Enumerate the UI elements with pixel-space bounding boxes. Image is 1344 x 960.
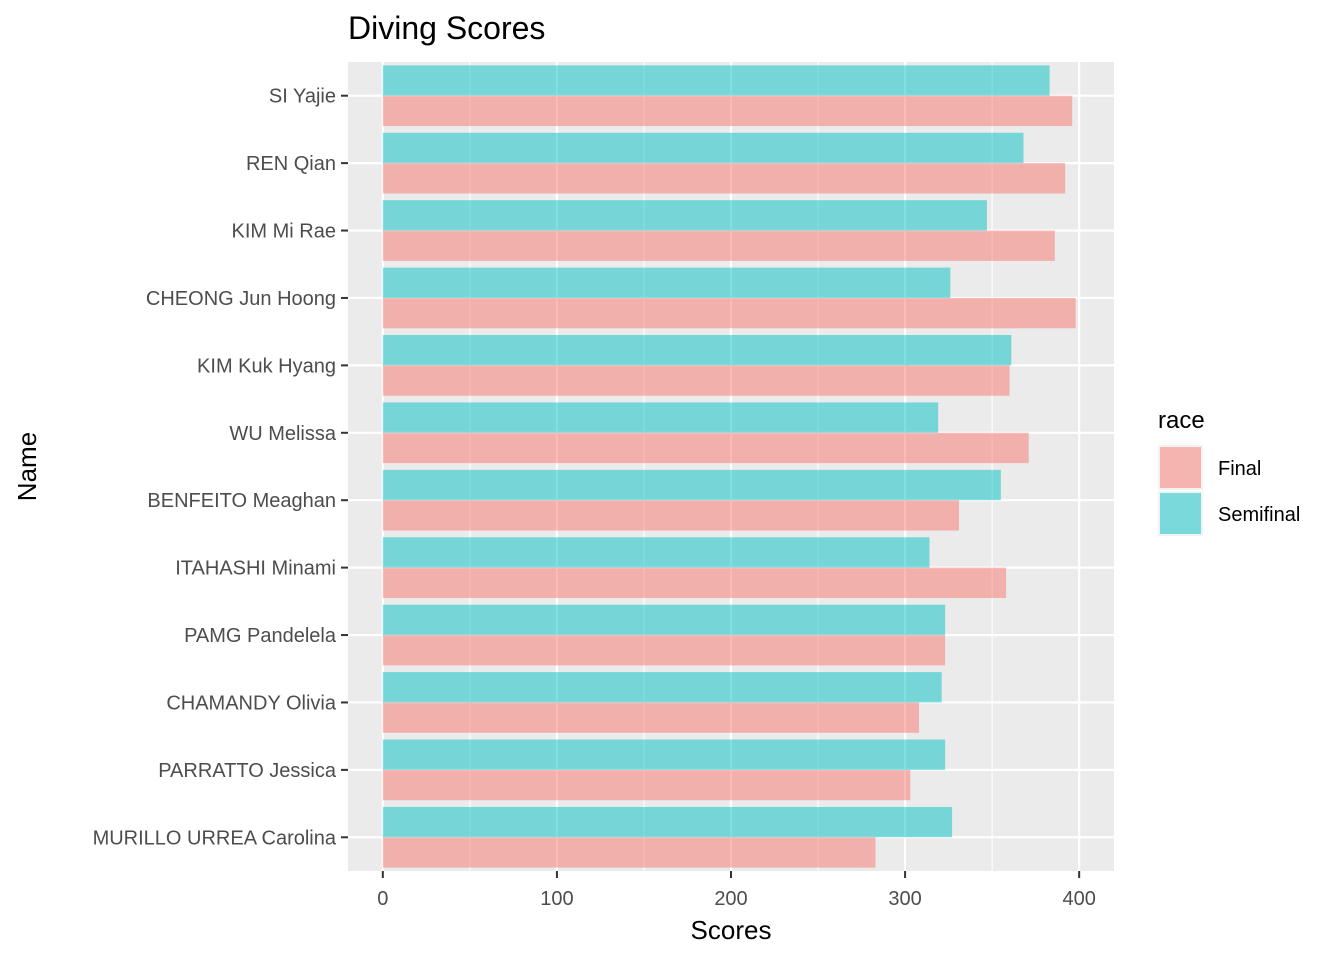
bar-semifinal	[382, 267, 951, 298]
x-tick-label: 300	[888, 888, 921, 910]
y-tick-label: REN Qian	[246, 153, 336, 175]
bar-semifinal	[382, 806, 953, 838]
bar-final	[382, 297, 1076, 329]
x-axis-title: Scores	[691, 915, 772, 945]
y-axis-title: Name	[12, 432, 42, 501]
bar-final	[382, 769, 911, 801]
bar-final	[382, 837, 876, 868]
x-tick-label: 200	[714, 888, 747, 910]
y-tick-label: MURILLO URREA Carolina	[93, 827, 337, 849]
legend: race Final Semifinal	[1158, 407, 1300, 536]
x-tick-label: 0	[377, 888, 388, 910]
y-tick-label: SI Yajie	[269, 86, 336, 108]
x-tick-label: 400	[1062, 888, 1095, 910]
bar-final	[382, 230, 1055, 261]
bar-final	[382, 95, 1073, 127]
y-tick-label: BENFEITO Meaghan	[147, 490, 336, 512]
bar-final	[382, 567, 1007, 598]
bar-semifinal	[382, 335, 1012, 366]
bar-final	[382, 365, 1010, 396]
bar-semifinal	[382, 200, 987, 231]
legend-label: Semifinal	[1218, 504, 1300, 526]
bar-semifinal	[382, 65, 1050, 96]
y-tick-label: CHAMANDY Olivia	[166, 692, 337, 714]
y-tick-label: ITAHASHI Minami	[175, 558, 336, 580]
bar-semifinal	[382, 739, 946, 770]
legend-label: Final	[1218, 458, 1261, 480]
y-axis: SI Yajie REN Qian KIM Mi Rae CHEONG Jun Hoo…	[93, 86, 348, 849]
bar-semifinal	[382, 537, 930, 568]
bars	[382, 65, 1076, 868]
chart-title: Diving Scores	[348, 10, 545, 46]
bar-final	[382, 432, 1029, 464]
y-tick-label: PARRATTO Jessica	[158, 760, 337, 782]
x-tick-label: 100	[540, 888, 573, 910]
y-tick-label: WU Melissa	[229, 423, 337, 445]
bar-semifinal	[382, 402, 939, 433]
legend-key-semifinal	[1160, 493, 1201, 534]
bar-final	[382, 635, 946, 666]
legend-title: race	[1158, 407, 1205, 434]
legend-key-final	[1160, 447, 1201, 488]
x-axis: 0 100 200 300 400	[377, 871, 1096, 910]
y-tick-label: CHEONG Jun Hoong	[146, 288, 336, 310]
y-tick-label: KIM Kuk Hyang	[197, 355, 336, 377]
bar-final	[382, 500, 960, 531]
y-tick-label: PAMG Pandelela	[184, 625, 337, 647]
bar-final	[382, 163, 1066, 194]
y-tick-label: KIM Mi Rae	[232, 221, 336, 243]
bar-semifinal	[382, 604, 946, 636]
bar-final	[382, 702, 920, 733]
bar-semifinal	[382, 672, 942, 703]
minor-gridlines	[469, 62, 993, 871]
bar-semifinal	[382, 132, 1024, 164]
bar-semifinal	[382, 469, 1001, 501]
